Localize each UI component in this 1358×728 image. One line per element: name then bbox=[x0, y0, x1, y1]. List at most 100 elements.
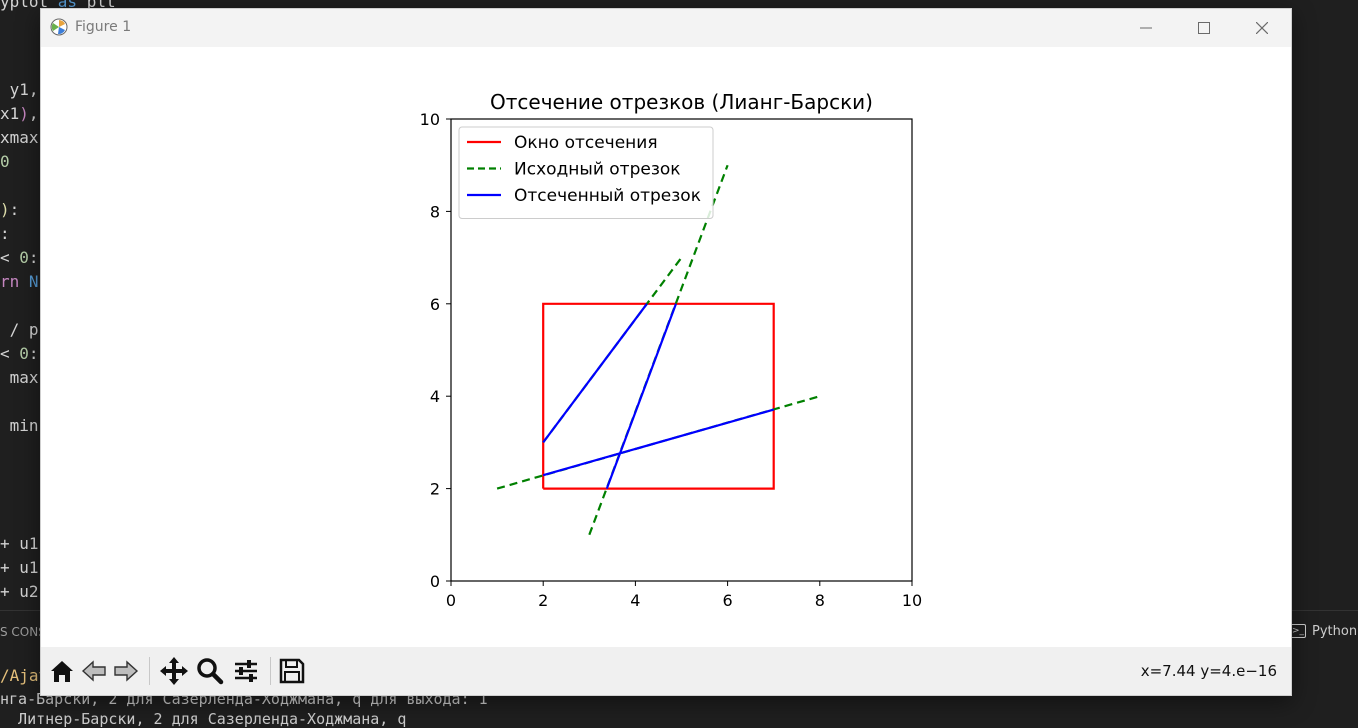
toolbar-separator bbox=[270, 657, 271, 685]
code-line: / p bbox=[0, 320, 39, 340]
matplotlib-app-icon bbox=[50, 18, 68, 36]
code-line: rn N bbox=[0, 272, 39, 292]
code-token: , bbox=[28, 104, 39, 123]
close-icon bbox=[1256, 22, 1268, 34]
code-token: : bbox=[0, 224, 10, 243]
chart-legend: Окно отсечения Исходный отрезок Отсеченный… bbox=[458, 126, 714, 219]
terminal-icon: >_ bbox=[1290, 624, 1306, 638]
terminal-tab-label[interactable]: S CONS bbox=[0, 625, 46, 639]
code-line: + u2 bbox=[0, 582, 39, 602]
code-line: x1), bbox=[0, 104, 39, 124]
forward-button[interactable] bbox=[111, 655, 141, 687]
pan-button[interactable] bbox=[157, 655, 191, 687]
code-token: N bbox=[19, 272, 39, 291]
code-token: + u1 bbox=[0, 534, 39, 553]
legend-label: Окно отсечения bbox=[514, 133, 658, 153]
plot-area bbox=[496, 164, 821, 536]
code-token: 0 bbox=[19, 344, 29, 363]
home-icon bbox=[51, 661, 73, 682]
cursor-coordinates: x=7.44 y=4.e−16 bbox=[1140, 662, 1277, 680]
code-token: rn bbox=[0, 272, 20, 291]
code-token: ) bbox=[0, 200, 10, 219]
code-token: 0 bbox=[19, 248, 29, 267]
close-button[interactable] bbox=[1233, 9, 1291, 47]
code-token: 0 bbox=[0, 152, 10, 171]
code-token: min bbox=[0, 416, 39, 435]
floppy-disk-icon bbox=[279, 658, 305, 684]
window-title: Figure 1 bbox=[75, 19, 132, 35]
legend-label: Отсеченный отрезок bbox=[514, 186, 701, 206]
legend-label: Исходный отрезок bbox=[514, 160, 681, 180]
x-tick-label: 2 bbox=[538, 591, 548, 610]
code-token: plt bbox=[77, 0, 116, 11]
save-button[interactable] bbox=[275, 655, 309, 687]
maximize-icon bbox=[1198, 22, 1210, 34]
back-arrow-icon bbox=[81, 660, 106, 682]
x-tick-label: 8 bbox=[815, 591, 825, 610]
window-titlebar[interactable]: Figure 1 bbox=[41, 9, 1291, 47]
move-icon bbox=[160, 657, 188, 685]
maximize-button[interactable] bbox=[1175, 9, 1233, 47]
code-line: max bbox=[0, 368, 39, 388]
code-line: xmax bbox=[0, 128, 39, 148]
code-line: < 0: bbox=[0, 344, 39, 364]
x-tick-label: 0 bbox=[446, 591, 456, 610]
code-line: min bbox=[0, 416, 39, 436]
code-token: + u2 bbox=[0, 582, 39, 601]
axes-frame bbox=[450, 118, 913, 582]
code-token: : bbox=[9, 200, 20, 219]
code-token: y1, bbox=[0, 80, 39, 99]
code-token: xmax bbox=[0, 128, 39, 147]
code-line: yplot as plt bbox=[0, 0, 116, 12]
code-token: < bbox=[0, 248, 20, 267]
code-token: as bbox=[57, 0, 78, 11]
y-tick-label: 4 bbox=[430, 387, 440, 406]
sliders-icon bbox=[235, 660, 257, 682]
code-line: 0 bbox=[0, 152, 10, 172]
code-token: : bbox=[28, 344, 39, 363]
code-token: / p bbox=[0, 320, 39, 339]
magnifier-icon bbox=[197, 658, 224, 685]
terminal-prompt: /Ajay bbox=[0, 666, 49, 685]
chart-svg: Отсечение отрезков (Лианг-Барски) 0 2 4 6 8 10… bbox=[420, 90, 923, 610]
y-tick-label: 6 bbox=[430, 295, 440, 314]
code-line: y1, bbox=[0, 80, 39, 100]
code-line: + u1 bbox=[0, 534, 39, 554]
series-2-line-2 bbox=[605, 303, 678, 489]
code-token: < bbox=[0, 344, 20, 363]
code-line: ): bbox=[0, 200, 19, 220]
home-button[interactable] bbox=[45, 655, 79, 687]
x-tick-label: 10 bbox=[902, 591, 922, 610]
navigation-toolbar: x=7.44 y=4.e−16 bbox=[41, 647, 1291, 695]
chart-title: Отсечение отрезков (Лианг-Барски) bbox=[490, 90, 873, 114]
code-line: < 0: bbox=[0, 248, 39, 268]
code-token: yplot bbox=[0, 0, 58, 11]
back-button[interactable] bbox=[79, 655, 109, 687]
terminal-output-line: Литнер-Барски, 2 для Сазерленда-Ходжмана… bbox=[0, 710, 407, 728]
figure-canvas[interactable]: Отсечение отрезков (Лианг-Барски) 0 2 4 6 8 10… bbox=[41, 47, 1291, 647]
code-line: : bbox=[0, 224, 10, 244]
minimize-button[interactable] bbox=[1117, 9, 1175, 47]
code-token: : bbox=[28, 248, 39, 267]
configure-subplots-button[interactable] bbox=[229, 655, 263, 687]
code-token: x1 bbox=[0, 104, 20, 123]
forward-arrow-icon bbox=[114, 660, 139, 682]
code-token: ) bbox=[19, 104, 29, 123]
toolbar-separator bbox=[149, 657, 150, 685]
code-token: + u1 bbox=[0, 558, 39, 577]
minimize-icon bbox=[1140, 27, 1152, 29]
figure-window: Figure 1 Отсечение отрезков (Лианг-Барск… bbox=[40, 8, 1292, 696]
code-line: + u1 bbox=[0, 558, 39, 578]
x-tick-label: 6 bbox=[723, 591, 733, 610]
y-tick-label: 0 bbox=[430, 572, 440, 591]
code-token: max bbox=[0, 368, 39, 387]
zoom-button[interactable] bbox=[193, 655, 227, 687]
terminal-python-tab[interactable]: >_ Python bbox=[1290, 620, 1357, 642]
series-2-line-1 bbox=[542, 303, 648, 444]
series-2-line-0 bbox=[542, 408, 775, 477]
x-tick-label: 4 bbox=[630, 591, 640, 610]
y-tick-label: 8 bbox=[430, 202, 440, 221]
series-0-line bbox=[542, 302, 775, 490]
y-tick-label: 10 bbox=[420, 110, 440, 129]
y-tick-label: 2 bbox=[430, 480, 440, 499]
